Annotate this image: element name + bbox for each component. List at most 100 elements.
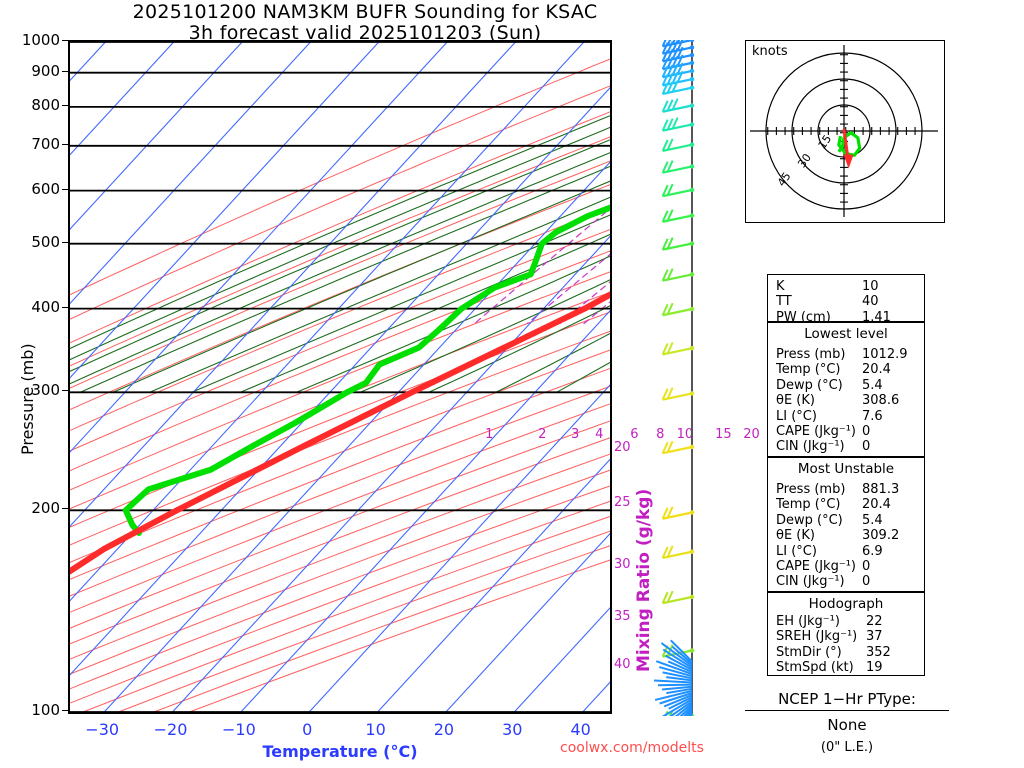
pressure-tick-mark <box>62 70 70 72</box>
ptype-heading: NCEP 1−Hr PType: <box>745 690 949 711</box>
dewpoint-trace <box>122 204 610 536</box>
wind-barb <box>668 696 693 710</box>
temperature-tick--20: −20 <box>153 720 188 739</box>
dry-adiabat-50 <box>70 271 610 491</box>
wind-barb <box>666 687 693 695</box>
chart-title: 2025101200 NAM3KM BUFR Sounding for KSAC… <box>0 2 730 44</box>
row-key: TT <box>776 294 792 310</box>
wind-barb <box>659 692 693 705</box>
moist-adiabat--20 <box>70 115 610 350</box>
row-key: θE (K) <box>776 393 815 409</box>
moist-adiabat--16 <box>70 126 610 361</box>
row-key: Dewp (°C) <box>776 377 843 393</box>
pressure-tick-200: 200 <box>31 499 60 518</box>
row-value: 37 <box>866 629 883 645</box>
wind-barb <box>661 237 695 251</box>
pressure-tick-700: 700 <box>31 134 60 153</box>
data-row: CIN (Jkg⁻¹) 0 <box>776 439 924 454</box>
wind-barb <box>661 160 695 174</box>
row-key: θE (K) <box>776 528 815 544</box>
row-value: 5.4 <box>862 377 883 393</box>
temperature-axis-title: Temperature (°C) <box>262 742 418 761</box>
wind-barb <box>665 654 693 671</box>
dry-adiabat-130 <box>70 420 610 629</box>
wind-barb-column <box>653 40 695 716</box>
row-key: CIN (Jkg⁻¹) <box>776 439 845 455</box>
wind-barb <box>661 268 695 282</box>
mixing-ratio-tick-25: 25 <box>614 495 631 510</box>
row-key: SREH (Jkg⁻¹) <box>776 629 858 645</box>
wind-barb <box>661 545 695 560</box>
row-value: 0 <box>862 574 871 590</box>
data-row: PW (cm) 1.41 <box>776 310 924 325</box>
row-value: 19 <box>866 660 883 676</box>
dry-adiabat-110 <box>70 385 610 597</box>
isotherm--10 <box>240 309 610 712</box>
wind-barb <box>661 440 695 455</box>
moist-adiabat-8 <box>191 214 610 393</box>
isotherm--50 <box>70 42 585 602</box>
wind-barb <box>661 183 695 198</box>
temperature-tick-0: 0 <box>302 720 313 739</box>
wind-barb <box>654 689 693 701</box>
mixing-ratio-label-8: 8 <box>656 427 665 442</box>
mixing-ratio-tick-35: 35 <box>614 609 631 624</box>
mixing-ratio-tick-40: 40 <box>614 657 631 672</box>
row-value: 1.41 <box>862 309 891 325</box>
wind-barb <box>661 341 695 356</box>
dry-adiabat-80 <box>70 330 610 546</box>
pressure-tick-300: 300 <box>31 381 60 400</box>
isotherm--110 <box>70 42 175 156</box>
wind-barb <box>685 709 693 716</box>
hodograph-wind-trace <box>837 131 862 157</box>
wind-barb <box>663 694 693 708</box>
row-value: 0 <box>862 423 871 439</box>
moist-adiabat-4 <box>149 196 610 393</box>
wind-barb <box>669 700 693 716</box>
dry-adiabat-40 <box>70 250 610 472</box>
data-row: Dewp (°C) 5.4 <box>776 513 924 528</box>
isotherm-0 <box>308 384 610 712</box>
dry-adiabat-120 <box>70 403 610 613</box>
dry-adiabat--10 <box>70 136 610 367</box>
row-value: 6.9 <box>862 543 883 559</box>
skewt-svg <box>70 42 610 712</box>
row-value: 7.6 <box>862 408 883 424</box>
wind-barb <box>661 590 695 605</box>
skewt-plot-area <box>68 40 612 714</box>
data-row: StmSpd (kt) 19 <box>776 660 924 675</box>
moist-adiabat--12 <box>70 139 610 372</box>
wind-barb <box>661 138 695 153</box>
dry-adiabat--30 <box>70 85 610 320</box>
row-key: CAPE (Jkg⁻¹) <box>776 423 856 439</box>
row-value: 0 <box>862 439 871 455</box>
dry-adiabat-0 <box>70 160 610 389</box>
isotherm--60 <box>70 42 517 528</box>
row-key: Dewp (°C) <box>776 512 843 528</box>
dry-adiabat-70 <box>70 311 610 528</box>
pressure-tick-100: 100 <box>31 701 60 719</box>
data-row: LI (°C) 7.6 <box>776 409 924 424</box>
pressure-tick-mark <box>62 710 70 711</box>
pressure-tick-400: 400 <box>31 297 60 316</box>
mixing-ratio-label-6: 6 <box>630 427 639 442</box>
row-value: 881.3 <box>862 482 900 497</box>
row-key: Temp (°C) <box>776 497 841 513</box>
data-row: K 10 <box>776 279 924 294</box>
storm-motion-arrowhead <box>843 154 854 169</box>
row-value: 352 <box>866 644 891 660</box>
dry-adiabat--40 <box>70 58 610 296</box>
mixing-ratio-label-2: 2 <box>538 427 547 442</box>
isotherm-20 <box>445 532 610 712</box>
wind-barb <box>671 645 693 665</box>
wind-barb <box>662 685 693 691</box>
wind-barb <box>662 671 693 680</box>
moist-adiabat--4 <box>79 165 610 393</box>
wind-barb <box>679 704 693 716</box>
temperature-trace <box>70 291 610 575</box>
temperature-tick-40: 40 <box>570 720 591 739</box>
data-row: CAPE (Jkg⁻¹) 0 <box>776 559 924 574</box>
title-line-2: 3h forecast valid 2025101203 (Sun) <box>188 22 542 44</box>
mixing-ratio-label-1: 1 <box>485 427 494 442</box>
dry-adiabat-lines <box>70 58 610 712</box>
